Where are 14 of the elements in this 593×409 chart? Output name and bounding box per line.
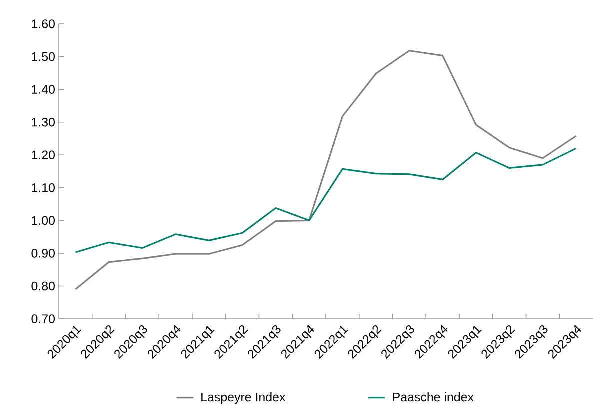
y-tick-label: 1.30 bbox=[32, 118, 55, 127]
y-tick-label: 0.80 bbox=[32, 282, 55, 291]
y-tick-label: 1.20 bbox=[32, 150, 55, 160]
y-tick-label: 0.70 bbox=[32, 314, 55, 324]
legend-label: Laspeyre Index bbox=[202, 392, 286, 404]
y-tick-label: 1.50 bbox=[32, 52, 55, 62]
y-tick-label: 1.40 bbox=[32, 85, 55, 94]
legend-label: Paasche index bbox=[393, 392, 474, 402]
y-tick-label: 1.60 bbox=[32, 20, 55, 28]
y-tick-label: 1.00 bbox=[32, 216, 55, 226]
y-tick-label: 1.10 bbox=[32, 183, 55, 192]
line-series bbox=[74, 148, 578, 254]
line-series bbox=[74, 50, 578, 290]
y-tick-label: 0.90 bbox=[32, 249, 55, 258]
